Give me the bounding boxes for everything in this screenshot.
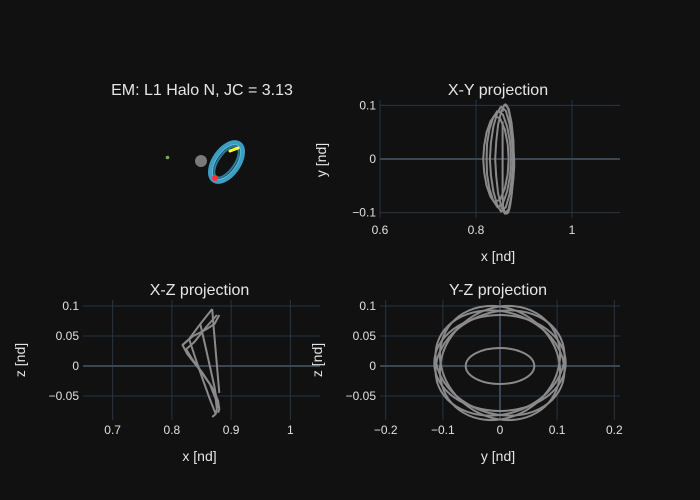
yz-ytick-label: 0: [369, 359, 376, 373]
xy-ylabel: y [nd]: [313, 143, 329, 177]
xy-xlabel: x [nd]: [481, 248, 515, 264]
moon-marker: [165, 155, 170, 160]
yz-title: Y-Z projection: [449, 282, 547, 299]
yz-xtick-label: 0.2: [606, 423, 623, 437]
yz-orbit-loop-2: [438, 304, 562, 422]
xy-ytick-label: 0: [369, 152, 376, 166]
xz-ylabel: z [nd]: [12, 343, 28, 377]
yz-xlabel: y [nd]: [481, 448, 515, 464]
xz-xtick-label: 0.9: [223, 423, 240, 437]
orbit-3d: [208, 140, 245, 184]
start-marker: [228, 146, 240, 153]
yz-projection: −0.2 −0.1 0 0.1 0.2 0.1 0.05 0 −0.05 Y-Z projecti…: [309, 282, 623, 464]
yz-xtick-label: −0.1: [431, 423, 455, 437]
xz-xtick-label: 0.8: [164, 423, 181, 437]
yz-xtick-label: 0: [497, 423, 504, 437]
xz-ytick-label: −0.05: [49, 389, 80, 403]
xy-ytick-label: −0.1: [352, 206, 376, 220]
xz-trajectory-2: [211, 308, 221, 394]
yz-ytick-label: 0.1: [359, 299, 376, 313]
orbit-3d-scene[interactable]: EM: L1 Halo N, JC = 3.13: [111, 82, 293, 187]
scene-title: EM: L1 Halo N, JC = 3.13: [111, 82, 293, 99]
xy-xtick-label: 1: [569, 223, 576, 237]
xz-title: X-Z projection: [150, 282, 250, 299]
xz-trajectory-4: [188, 338, 217, 415]
xz-xtick-label: 1: [287, 423, 294, 437]
end-marker: [212, 175, 218, 181]
xy-ytick-label: 0.1: [359, 98, 376, 112]
yz-ytick-label: 0.05: [353, 329, 377, 343]
yz-ylabel: z [nd]: [309, 343, 325, 377]
earth-marker: [195, 155, 207, 167]
yz-orbit-loop-5: [464, 347, 536, 385]
yz-xtick-label: −0.2: [374, 423, 398, 437]
xy-projection: 0.6 0.8 1 0.1 0 −0.1 X-Y projection x [nd] y [nd…: [313, 82, 620, 264]
yz-orbit-loop-0: [434, 309, 566, 417]
xz-ytick-label: 0.1: [62, 299, 79, 313]
orbit-3d-outer: [208, 140, 245, 184]
xz-projection: 0.7 0.8 0.9 1 0.1 0.05 0 −0.05 X-Z projection x […: [12, 282, 320, 464]
xy-xtick-label: 0.6: [372, 223, 389, 237]
yz-xtick-label: 0.1: [549, 423, 566, 437]
yz-orbit-loop-3: [438, 304, 562, 422]
yz-ytick-label: −0.05: [346, 389, 377, 403]
xy-title: X-Y projection: [448, 82, 548, 99]
xz-trajectory-3: [199, 323, 220, 409]
xz-xtick-label: 0.7: [104, 423, 121, 437]
yz-orbit-loop-4: [433, 314, 567, 412]
xz-xlabel: x [nd]: [182, 448, 216, 464]
xy-trajectory-3: [488, 105, 514, 213]
xy-trajectory-4: [494, 103, 515, 215]
xy-xtick-label: 0.8: [468, 223, 485, 237]
yz-orbit-loop-1: [434, 309, 566, 417]
xz-ytick-label: 0.05: [56, 329, 80, 343]
xz-trajectory-5: [181, 314, 221, 346]
xz-ytick-label: 0: [72, 359, 79, 373]
